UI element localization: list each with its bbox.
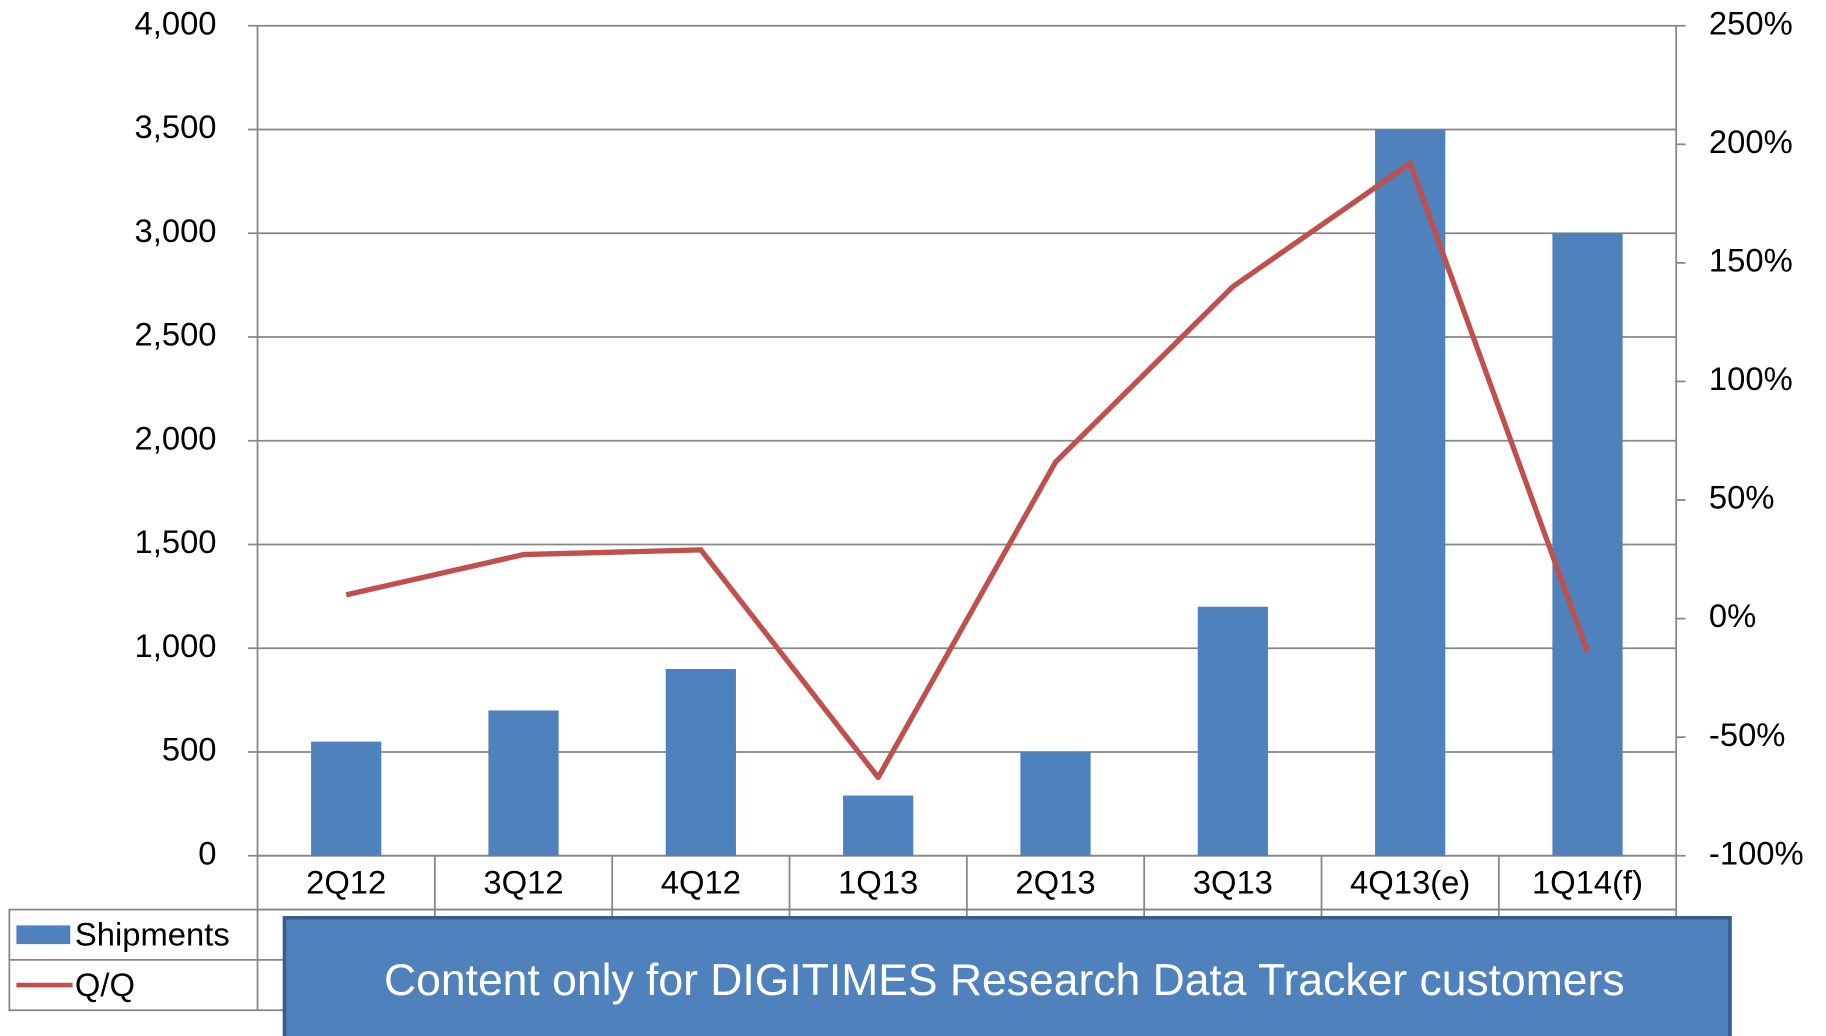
- bar: [843, 795, 914, 856]
- x-tick-label: 3Q12: [483, 864, 563, 901]
- overlay-box: [282, 916, 1732, 1036]
- y-tick-label: 3,500: [135, 108, 217, 145]
- y2-tick-label: 150%: [1709, 242, 1793, 279]
- y2-tick-label: 250%: [1709, 4, 1793, 41]
- y2-tick-label: 50%: [1709, 479, 1775, 516]
- bar: [311, 741, 382, 856]
- y-tick-label: 1,000: [135, 627, 217, 664]
- bar: [1197, 606, 1268, 856]
- x-tick-label: 2Q12: [306, 864, 386, 901]
- y2-tick-label: 0%: [1709, 597, 1756, 634]
- y-tick-label: 4,000: [135, 4, 217, 41]
- y2-tick-label: -100%: [1709, 834, 1804, 871]
- y-tick-label: 3,000: [135, 212, 217, 249]
- y-tick-label: 2,000: [135, 419, 217, 456]
- y-tick-label: 0: [198, 834, 216, 871]
- bar: [488, 710, 559, 856]
- bar: [665, 668, 736, 856]
- legend-swatch: [16, 925, 71, 945]
- y2-tick-label: 100%: [1709, 360, 1793, 397]
- x-tick-label: 3Q13: [1193, 864, 1273, 901]
- y-tick-label: 1,500: [135, 523, 217, 560]
- x-tick-label: 1Q13: [838, 864, 918, 901]
- x-tick-label: 2Q13: [1015, 864, 1095, 901]
- line-series: [345, 160, 1590, 781]
- bar: [1375, 129, 1446, 856]
- x-tick-label: 1Q14(f): [1532, 864, 1643, 901]
- x-tick-label: 4Q13(e): [1350, 864, 1470, 901]
- x-tick-label: 4Q12: [661, 864, 741, 901]
- y-tick-label: 2,500: [135, 316, 217, 353]
- legend-label: Shipments: [75, 916, 230, 953]
- y2-tick-label: 200%: [1709, 123, 1793, 160]
- legend-label: Q/Q: [75, 966, 135, 1003]
- bar: [1020, 751, 1091, 856]
- y2-tick-label: -50%: [1709, 716, 1785, 753]
- overlay-text: Content only for DIGITIMES Research Data…: [384, 956, 1625, 1005]
- y-tick-label: 500: [162, 731, 217, 768]
- bar: [1552, 233, 1623, 856]
